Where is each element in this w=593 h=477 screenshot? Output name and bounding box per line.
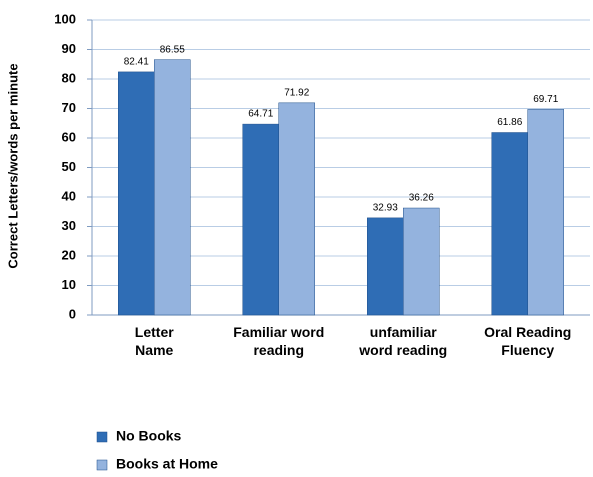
value-label: 82.41 xyxy=(124,57,149,68)
x-tick-label: Oral Reading Fluency xyxy=(484,324,571,358)
y-tick-label: 0 xyxy=(69,306,76,321)
y-tick-label: 70 xyxy=(62,100,76,115)
legend-swatch xyxy=(96,431,108,443)
legend-label: Books at Home xyxy=(116,456,218,472)
bar xyxy=(242,123,279,316)
legend-label: No Books xyxy=(116,428,182,444)
x-tick-label: unfamiliar word reading xyxy=(358,324,447,358)
value-label: 69.71 xyxy=(533,94,558,105)
bar xyxy=(118,71,155,316)
y-tick-label: 90 xyxy=(62,41,76,56)
y-tick-label: 50 xyxy=(62,159,76,174)
x-tick-label: Letter Name xyxy=(135,324,174,358)
y-tick-label: 30 xyxy=(62,218,76,233)
bar xyxy=(278,102,315,316)
value-label: 64.71 xyxy=(248,109,273,120)
value-label: 36.26 xyxy=(409,193,434,204)
y-tick-label: 80 xyxy=(62,70,76,85)
y-axis-label: Correct Letters/words per minute xyxy=(5,63,20,268)
value-label: 86.55 xyxy=(160,44,185,55)
legend-swatch xyxy=(96,459,108,471)
bar xyxy=(403,207,440,316)
value-label: 71.92 xyxy=(284,87,309,98)
y-tick-label: 40 xyxy=(62,188,76,203)
bar xyxy=(367,217,404,316)
x-tick-label: Familiar word reading xyxy=(233,324,324,358)
bar xyxy=(491,132,528,316)
y-tick-label: 100 xyxy=(54,11,76,26)
y-tick-label: 60 xyxy=(62,129,76,144)
bar xyxy=(527,109,564,316)
value-label: 32.93 xyxy=(373,202,398,213)
bar xyxy=(154,59,191,316)
y-tick-label: 10 xyxy=(62,277,76,292)
value-label: 61.86 xyxy=(497,117,522,128)
y-tick-label: 20 xyxy=(62,247,76,262)
